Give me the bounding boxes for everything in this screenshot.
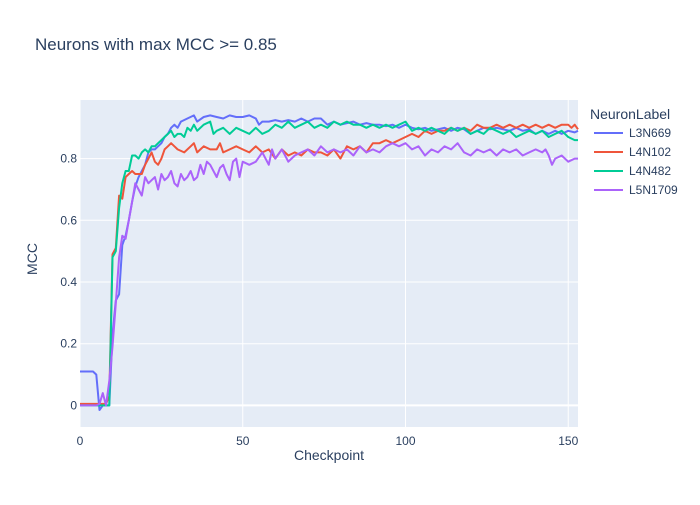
grid <box>79 100 578 427</box>
x-tick-label: 150 <box>558 434 578 448</box>
series-line-l5n1709 <box>80 142 578 407</box>
x-axis-label: Checkpoint <box>294 447 364 463</box>
legend-item-label: L3N669 <box>629 126 671 140</box>
y-axis-label: MCC <box>24 243 40 275</box>
series-lines <box>80 114 579 411</box>
x-tick-label: 0 <box>77 434 84 448</box>
x-tick-label: 50 <box>236 434 250 448</box>
y-tick-label: 0.4 <box>60 275 77 289</box>
legend-title: NeuronLabel <box>590 106 670 122</box>
y-tick-label: 0.6 <box>60 213 77 227</box>
tick-labels: 0 50 100 150 0 0.2 0.4 0.6 0.8 <box>60 152 578 448</box>
legend-item-label: L4N482 <box>629 164 671 178</box>
legend-item-label: L4N102 <box>629 145 671 159</box>
series-line-l4n102 <box>80 123 579 405</box>
y-tick-label: 0.8 <box>60 152 77 166</box>
x-tick-label: 100 <box>395 434 415 448</box>
y-tick-label: 0.2 <box>60 337 77 351</box>
series-line-l4n482 <box>80 120 578 407</box>
legend-item-label: L5N1709 <box>629 183 678 197</box>
y-tick-label: 0 <box>70 398 77 412</box>
legend: NeuronLabel L3N669 L4N102 L4N482 L5N1709 <box>590 106 678 197</box>
chart-title: Neurons with max MCC >= 0.85 <box>35 35 277 54</box>
